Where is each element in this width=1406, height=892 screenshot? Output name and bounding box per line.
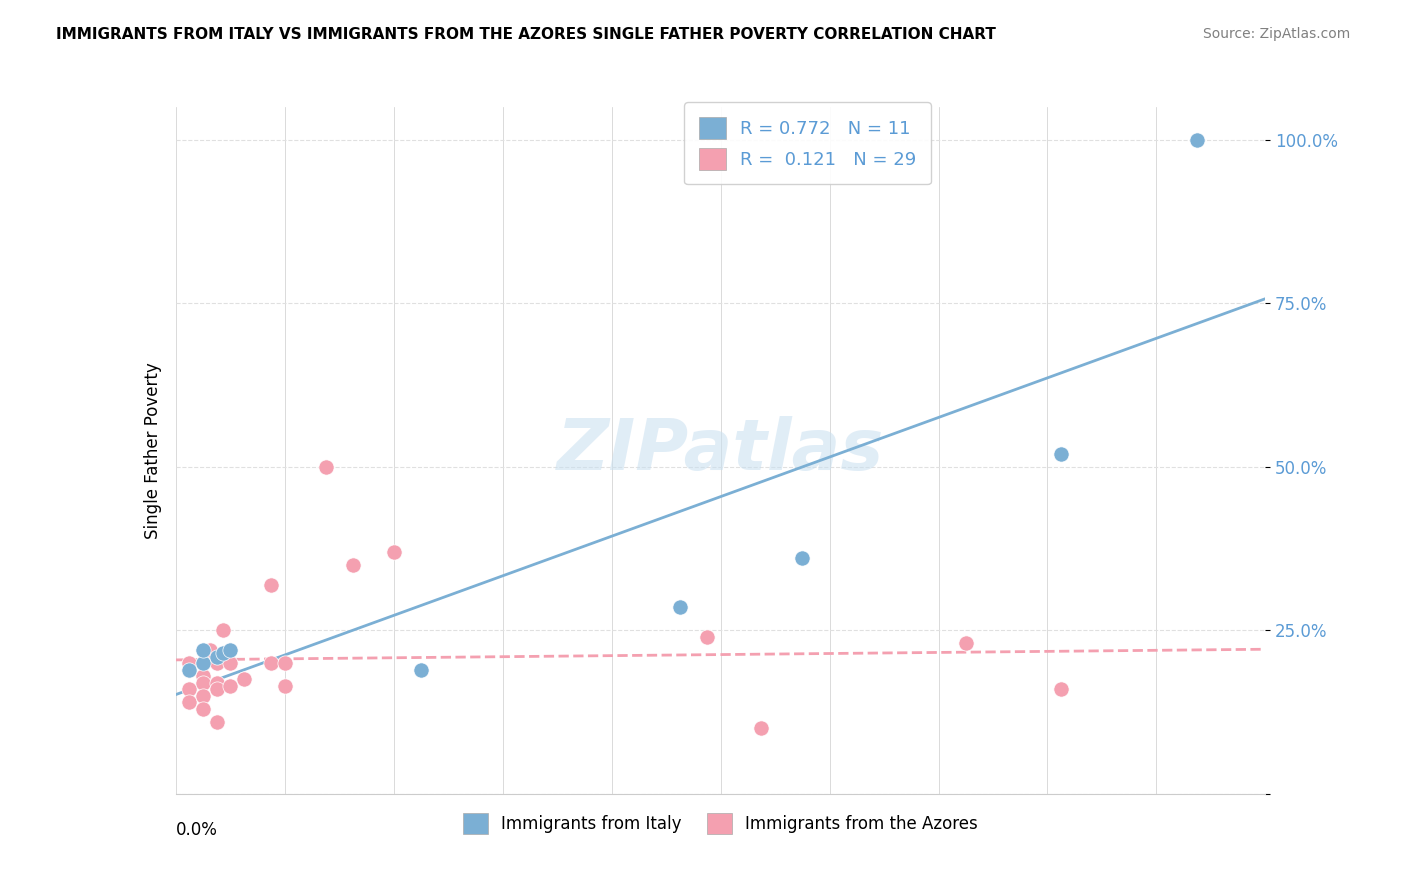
Point <box>179 663 201 677</box>
Point <box>219 643 242 657</box>
Point <box>1187 133 1209 147</box>
Point <box>205 714 228 729</box>
Point <box>668 600 690 615</box>
Point <box>205 649 228 664</box>
Point <box>191 689 214 703</box>
Point <box>191 656 214 670</box>
Point <box>955 636 977 650</box>
Text: ZIPatlas: ZIPatlas <box>557 416 884 485</box>
Text: Source: ZipAtlas.com: Source: ZipAtlas.com <box>1202 27 1350 41</box>
Point <box>315 459 337 474</box>
Point <box>191 643 214 657</box>
Y-axis label: Single Father Poverty: Single Father Poverty <box>143 362 162 539</box>
Text: 0.0%: 0.0% <box>176 822 218 839</box>
Point <box>792 551 814 566</box>
Point <box>205 656 228 670</box>
Point <box>409 663 432 677</box>
Point <box>260 577 283 591</box>
Point <box>1050 447 1073 461</box>
Point <box>382 545 405 559</box>
Point <box>219 656 242 670</box>
Point <box>260 656 283 670</box>
Point <box>751 722 773 736</box>
Point <box>274 679 297 693</box>
Point <box>179 656 201 670</box>
Point <box>179 682 201 697</box>
Point <box>205 675 228 690</box>
Point <box>191 669 214 683</box>
Point <box>696 630 718 644</box>
Point <box>219 679 242 693</box>
Point <box>342 558 364 572</box>
Text: IMMIGRANTS FROM ITALY VS IMMIGRANTS FROM THE AZORES SINGLE FATHER POVERTY CORREL: IMMIGRANTS FROM ITALY VS IMMIGRANTS FROM… <box>56 27 995 42</box>
Point <box>191 675 214 690</box>
Legend: Immigrants from Italy, Immigrants from the Azores: Immigrants from Italy, Immigrants from t… <box>457 807 984 840</box>
Point <box>191 656 214 670</box>
Point <box>179 663 201 677</box>
Point <box>179 695 201 709</box>
Point <box>198 643 221 657</box>
Point <box>191 702 214 716</box>
Point <box>212 624 235 638</box>
Point <box>1050 682 1073 697</box>
Point <box>232 673 254 687</box>
Point <box>274 656 297 670</box>
Point <box>205 682 228 697</box>
Point <box>212 646 235 660</box>
